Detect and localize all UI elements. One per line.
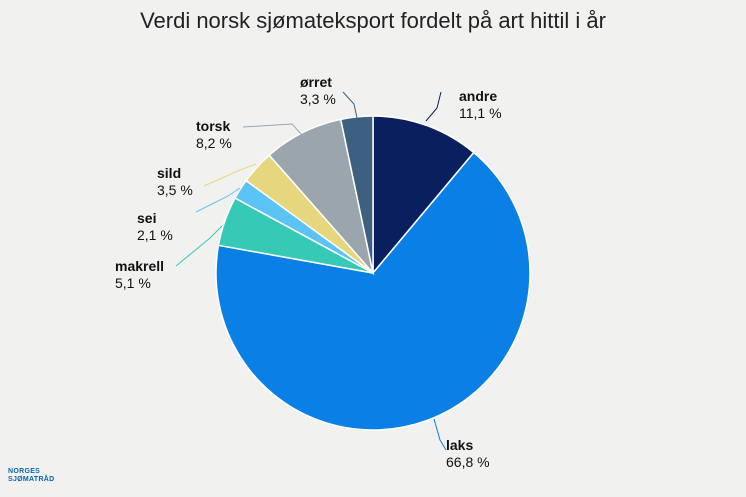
leader-line-sild	[203, 163, 257, 187]
slice-label-laks: laks	[446, 437, 473, 453]
leader-line-ørret	[342, 91, 358, 119]
leader-line-sei	[195, 187, 241, 213]
slice-label-torsk: torsk	[196, 118, 230, 134]
leader-line-torsk	[242, 123, 304, 137]
pie-slice-laks	[215, 151, 531, 431]
leader-line-andre	[425, 91, 442, 122]
logo-line-1: NORGES	[8, 468, 41, 475]
slice-label-sild: sild	[157, 165, 181, 181]
leader-line-laks	[433, 418, 447, 451]
slice-value-sild: 3,5 %	[157, 182, 193, 198]
slice-label-makrell: makrell	[115, 258, 164, 274]
slice-value-laks: 66,8 %	[446, 454, 490, 470]
slice-value-sei: 2,1 %	[137, 227, 173, 243]
slice-label-ørret: ørret	[300, 74, 332, 90]
leader-line-makrell	[175, 225, 223, 267]
slice-value-ørret: 3,3 %	[300, 91, 336, 107]
slice-value-makrell: 5,1 %	[115, 275, 151, 291]
pie-slices	[215, 115, 531, 431]
leader-lines	[175, 91, 447, 451]
brand-logo: NORGES SJØMATRÅD	[8, 468, 55, 484]
pie-slice-andre	[372, 115, 475, 276]
slice-label-andre: andre	[459, 88, 497, 104]
slice-value-torsk: 8,2 %	[196, 135, 232, 151]
chart-title: Verdi norsk sjømateksport fordelt på art…	[140, 8, 606, 33]
slice-label-sei: sei	[137, 210, 156, 226]
logo-line-2: SJØMATRÅD	[8, 476, 55, 483]
slice-value-andre: 11,1 %	[459, 105, 502, 121]
